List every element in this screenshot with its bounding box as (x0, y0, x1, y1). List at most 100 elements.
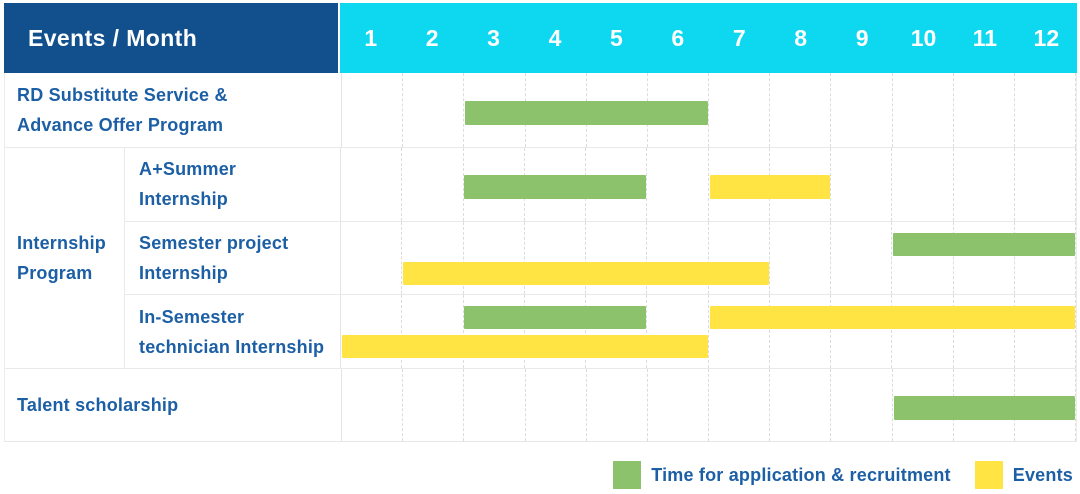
grid-column (709, 221, 770, 295)
month-header-8: 8 (794, 24, 808, 51)
grid-column (341, 221, 403, 295)
grid-column (1015, 295, 1076, 369)
grid-column (831, 295, 893, 369)
grid-column (586, 148, 648, 221)
grid-column (464, 369, 526, 441)
grid-column (587, 369, 648, 441)
month-header-4: 4 (548, 24, 562, 51)
row-label-in-semester-technician-internship: In-Semester technician Internship (125, 295, 340, 368)
month-header-7: 7 (732, 24, 746, 51)
legend-label-application: Time for application & recruitment (651, 464, 951, 485)
events-bar (342, 335, 708, 359)
grid-column (403, 369, 465, 441)
row-label-line: RD Substitute Service & (17, 85, 228, 105)
grid-column (648, 73, 710, 147)
grid-column (341, 148, 403, 221)
grid-column (893, 73, 954, 147)
row-label-line: technician Internship (139, 336, 325, 357)
grid-column (831, 148, 893, 221)
row-label-semester-project-internship: Semester project Internship (125, 222, 340, 295)
table-row: Semester project Internship (125, 220, 1076, 295)
events-swatch (974, 461, 1003, 489)
grid-column (525, 221, 586, 295)
row-label-line: Internship (139, 263, 229, 283)
table-title: Events / Month (28, 24, 198, 51)
grid-column (342, 369, 404, 441)
header-gap (338, 3, 340, 73)
application-bar (464, 306, 647, 330)
grid-column (1015, 73, 1077, 147)
application-bar (893, 232, 1075, 256)
grid-column (770, 369, 832, 441)
application-bar (465, 101, 708, 125)
grid-column (709, 295, 770, 369)
events-month-header-cell: Events / Month (4, 3, 338, 73)
month-header-5: 5 (610, 24, 623, 51)
month-header-10: 10 (910, 24, 937, 51)
events-bar (709, 306, 1075, 330)
grid-column (647, 148, 709, 221)
row-label-line: Internship (139, 189, 229, 210)
application-swatch (613, 461, 642, 489)
grid-column (770, 73, 832, 147)
internship-subrows: A+Summer Internship Semester project Int… (125, 148, 1076, 369)
month-header-3: 3 (487, 24, 500, 51)
group-label-line: Internship (17, 233, 107, 253)
grid-column (402, 148, 464, 221)
grid-column (341, 295, 403, 369)
grid-column (892, 221, 954, 295)
gantt-table: Events / Month 1 2 3 4 5 6 7 8 9 10 11 12 RD Substi… (4, 3, 1077, 442)
table-row: A+Summer Internship (125, 148, 1076, 221)
month-header-6: 6 (671, 24, 685, 51)
legend-label-events: Events (1012, 464, 1073, 485)
row-label-line: In-Semester (139, 306, 245, 327)
grid-column (770, 295, 831, 369)
internship-program-group: Internship Program A+Summer Internship S… (5, 147, 1076, 369)
grid-column (525, 295, 586, 369)
grid-column (954, 148, 1015, 221)
grid-column (526, 369, 587, 441)
chart-row-rd-substitute (341, 73, 1077, 147)
month-header-2: 2 (425, 24, 439, 51)
group-label-internship-program: Internship Program (5, 148, 125, 368)
grid-column (402, 221, 464, 295)
grid-column (647, 295, 709, 369)
grid-column (954, 221, 1015, 295)
grid-column (464, 221, 525, 295)
grid-column (464, 295, 525, 369)
table-row: Talent scholarship (5, 368, 1077, 441)
grid-column (831, 73, 893, 147)
grid-column (831, 221, 893, 295)
grid-column (1015, 221, 1076, 295)
legend-item-events: Events (974, 461, 1073, 489)
grid-column (1015, 148, 1076, 221)
row-label-rd-substitute: RD Substitute Service & Advance Offer Pr… (5, 73, 341, 147)
month-header-9: 9 (855, 24, 869, 51)
chart-row-in-semester-technician-internship (340, 295, 1076, 369)
grid-column (892, 295, 954, 369)
grid-column (647, 221, 709, 295)
row-label-talent-scholarship: Talent scholarship (5, 369, 341, 441)
grid-column (831, 369, 893, 441)
chart-row-talent-scholarship (341, 369, 1077, 441)
grid-column (342, 73, 404, 147)
legend: Time for application & recruitment Event… (613, 460, 1073, 490)
grid-column (586, 295, 648, 369)
row-label-a-summer-internship: A+Summer Internship (125, 148, 340, 221)
application-bar (893, 396, 1075, 420)
table-body: RD Substitute Service & Advance Offer Pr… (4, 73, 1077, 442)
grid-column (1015, 369, 1077, 441)
grid-column (954, 73, 1015, 147)
events-bar (403, 261, 769, 285)
application-bar (464, 175, 647, 200)
grid-column (954, 295, 1015, 369)
grid-column (770, 221, 831, 295)
grid-column (892, 148, 954, 221)
table-row: In-Semester technician Internship (125, 294, 1076, 369)
legend-item-application: Time for application & recruitment (613, 461, 951, 489)
month-header-11: 11 (972, 24, 998, 51)
chart-row-semester-project-internship (340, 221, 1076, 295)
row-label-line: A+Summer (139, 159, 237, 180)
grid-column (402, 295, 464, 369)
